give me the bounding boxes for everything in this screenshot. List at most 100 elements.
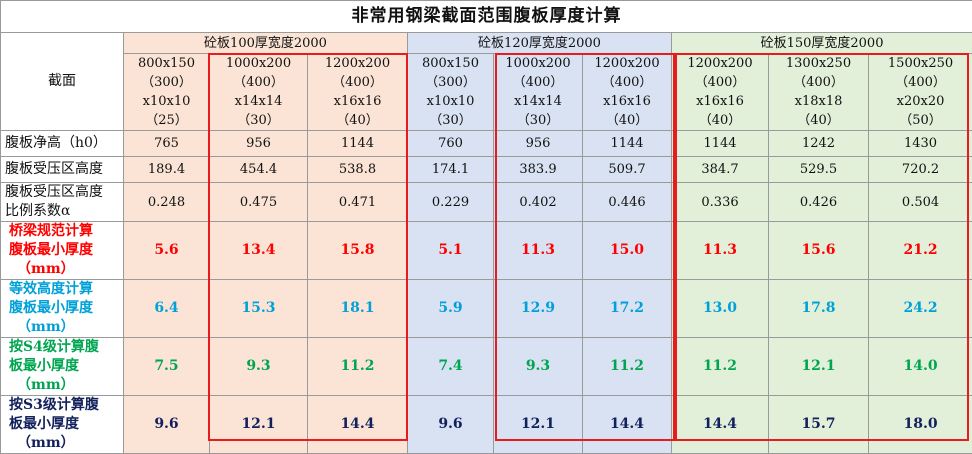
s4-value: 14.0 [869,338,972,396]
compress-value: 384.7 [672,157,769,183]
alpha-value: 0.402 [494,183,583,222]
s3-value: 12.1 [210,396,308,454]
bridge-value: 11.3 [494,222,583,280]
row-label-equiv-line: （mm） [9,318,123,337]
section-line: x10x10 [408,92,493,111]
alpha-value: 0.229 [408,183,494,222]
alpha-value: 0.504 [869,183,972,222]
section-line: x14x14 [210,92,307,111]
equiv-value: 15.3 [210,280,308,338]
group-header-150: 砼板150厚宽度2000 [672,33,972,54]
bridge-value: 21.2 [869,222,972,280]
section-line: （400） [308,73,407,92]
section-line: x10x10 [124,92,209,111]
row-label-s4-line: （mm） [9,376,123,395]
row-label-bridge-line: （mm） [9,260,123,279]
alpha-value: 0.426 [769,183,869,222]
section-cell: 1300x250（400）x18x18（40） [769,54,869,131]
compress-value: 454.4 [210,157,308,183]
row-label-bridge: 桥梁规范计算腹板最小厚度（mm） [1,222,124,280]
section-line: （400） [210,73,307,92]
section-line: 1000x200 [494,54,582,73]
section-row: 800x150（300）x10x10（25）1000x200（400）x14x1… [1,54,972,131]
spreadsheet: 非常用钢梁截面范围腹板厚度计算 截面 砼板100厚宽度2000 砼板120厚宽度… [0,0,972,444]
s4-value: 9.3 [494,338,583,396]
section-line: （400） [672,73,768,92]
section-line: （400） [869,73,972,92]
row-label-h0: 腹板净高（h0） [1,131,124,157]
section-cell: 800x150（300）x10x10（30） [408,54,494,131]
bridge-value: 5.1 [408,222,494,280]
bridge-value: 15.8 [308,222,408,280]
h0-value: 1144 [672,131,769,157]
h0-value: 765 [124,131,210,157]
section-cell: 1200x200（400）x16x16（40） [308,54,408,131]
section-line: 1500x250 [869,54,972,73]
row-label-alpha: 腹板受压区高度比例系数α [1,183,124,222]
compress-value: 189.4 [124,157,210,183]
row-label-alpha-line1: 腹板受压区高度 [5,183,123,202]
s3-value: 14.4 [583,396,672,454]
row-label-s3-line: 板最小厚度 [9,415,123,434]
section-cell: 1200x200（400）x16x16（40） [672,54,769,131]
row-label-equiv-line: 腹板最小厚度 [9,299,123,318]
s4-value: 12.1 [769,338,869,396]
s3-value: 14.4 [672,396,769,454]
row-label-s4-line: 板最小厚度 [9,357,123,376]
s4-value: 7.4 [408,338,494,396]
row-label-s3: 按S3级计算腹板最小厚度（mm） [1,396,124,454]
section-line: 1200x200 [308,54,407,73]
table-title: 非常用钢梁截面范围腹板厚度计算 [1,1,972,33]
section-line: （40） [308,111,407,130]
section-line: （400） [769,73,868,92]
h0-value: 760 [408,131,494,157]
section-line: 800x150 [124,54,209,73]
row-label-equiv: 等效高度计算腹板最小厚度（mm） [1,280,124,338]
section-cell: 800x150（300）x10x10（25） [124,54,210,131]
section-line: （50） [869,111,972,130]
row-label-section: 截面 [1,33,124,131]
section-line: 1200x200 [583,54,671,73]
row-label-bridge-line: 桥梁规范计算 [9,222,123,241]
compress-value: 529.5 [769,157,869,183]
row-label-equiv-line: 等效高度计算 [9,280,123,299]
section-line: （25） [124,111,209,130]
h0-value: 1242 [769,131,869,157]
s4-value: 9.3 [210,338,308,396]
group-header-120: 砼板120厚宽度2000 [408,33,672,54]
bridge-value: 15.0 [583,222,672,280]
section-line: x16x16 [672,92,768,111]
section-line: x18x18 [769,92,868,111]
bridge-value: 15.6 [769,222,869,280]
section-line: 1200x200 [672,54,768,73]
alpha-value: 0.446 [583,183,672,222]
section-line: （300） [124,73,209,92]
alpha-value: 0.336 [672,183,769,222]
h0-value: 1430 [869,131,972,157]
compress-value: 538.8 [308,157,408,183]
section-line: x14x14 [494,92,582,111]
equiv-value: 17.8 [769,280,869,338]
section-line: （30） [210,111,307,130]
s3-value: 18.0 [869,396,972,454]
equiv-value: 12.9 [494,280,583,338]
alpha-value: 0.248 [124,183,210,222]
section-line: （400） [583,73,671,92]
section-line: （40） [769,111,868,130]
section-line: 800x150 [408,54,493,73]
section-cell: 1000x200（400）x14x14（30） [210,54,308,131]
section-line: （40） [672,111,768,130]
s3-value: 9.6 [124,396,210,454]
row-label-s3-line: 按S3级计算腹 [9,396,123,415]
equiv-value: 6.4 [124,280,210,338]
section-line: 1000x200 [210,54,307,73]
s4-value: 11.2 [672,338,769,396]
group-row: 截面 砼板100厚宽度2000 砼板120厚宽度2000 砼板150厚宽度200… [1,33,972,54]
